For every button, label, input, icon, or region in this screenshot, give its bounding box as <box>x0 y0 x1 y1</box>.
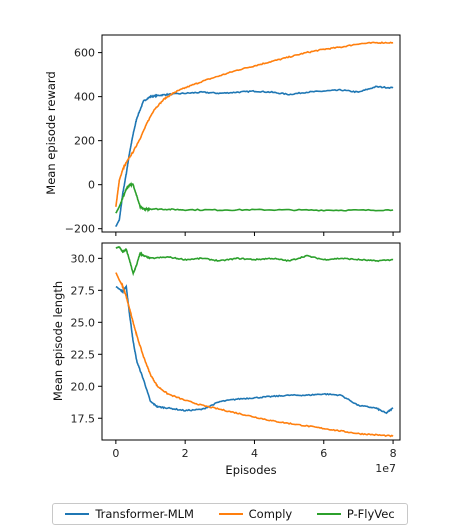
series-line-p-flyvec-1 <box>115 245 394 277</box>
xtick-label: 4 <box>251 447 258 460</box>
legend-item-pflyvec: P-FlyVec <box>316 507 395 521</box>
legend-swatch-comply <box>218 513 243 515</box>
xtick-label: 8 <box>390 447 397 460</box>
reward-ylabel: Mean episode reward <box>44 71 58 194</box>
series-line-comply-1 <box>115 272 394 438</box>
legend-item-comply: Comply <box>218 507 293 521</box>
reward-series-layer <box>115 41 394 227</box>
ytick-label: 20.0 <box>71 380 96 393</box>
ytick-label: 200 <box>74 135 95 148</box>
ytick-label: 27.5 <box>71 284 96 297</box>
ytick-label: 30.0 <box>71 252 96 265</box>
ytick-label: −200 <box>65 223 95 236</box>
legend: Transformer-MLM Comply P-FlyVec <box>52 503 408 525</box>
ytick-label: 400 <box>74 91 95 104</box>
legend-item-transformer: Transformer-MLM <box>65 507 194 521</box>
length-panel: 17.5 20.0 22.5 25.0 27.5 30.0 0 2 4 6 8 Mean epis… <box>51 242 401 477</box>
legend-swatch-pflyvec <box>316 513 341 515</box>
series-line-p-flyvec-0 <box>115 181 394 214</box>
series-line-comply-0 <box>115 41 394 207</box>
ytick-label: 17.5 <box>71 412 96 425</box>
ytick-label: 22.5 <box>71 348 96 361</box>
episodes-xlabel: Episodes <box>225 463 276 477</box>
legend-label-comply: Comply <box>248 507 293 521</box>
reward-panel: −200 0 200 400 600 Mean episode reward <box>44 34 401 236</box>
reward-plot-frame <box>101 34 401 233</box>
length-series-layer <box>115 245 394 438</box>
ytick-label: 0 <box>88 179 95 192</box>
legend-label-transformer: Transformer-MLM <box>95 507 194 521</box>
legend-swatch-transformer <box>65 513 90 515</box>
length-plot-frame <box>101 242 401 441</box>
length-yticks: 17.5 20.0 22.5 25.0 27.5 30.0 <box>71 252 102 425</box>
length-xticks: 0 2 4 6 8 <box>112 440 397 460</box>
xtick-label: 2 <box>182 447 189 460</box>
series-line-transformer-mlm-0 <box>115 85 394 227</box>
ytick-label: 600 <box>74 47 95 60</box>
reward-yticks: −200 0 200 400 600 <box>65 47 102 236</box>
x-scale-label: 1e7 <box>375 462 396 475</box>
legend-label-pflyvec: P-FlyVec <box>346 507 395 521</box>
xtick-label: 0 <box>112 447 119 460</box>
xtick-label: 6 <box>320 447 327 460</box>
series-line-transformer-mlm-1 <box>115 283 394 415</box>
length-ylabel: Mean episode length <box>51 281 65 401</box>
ytick-label: 25.0 <box>71 316 96 329</box>
reward-xticks <box>115 232 394 236</box>
